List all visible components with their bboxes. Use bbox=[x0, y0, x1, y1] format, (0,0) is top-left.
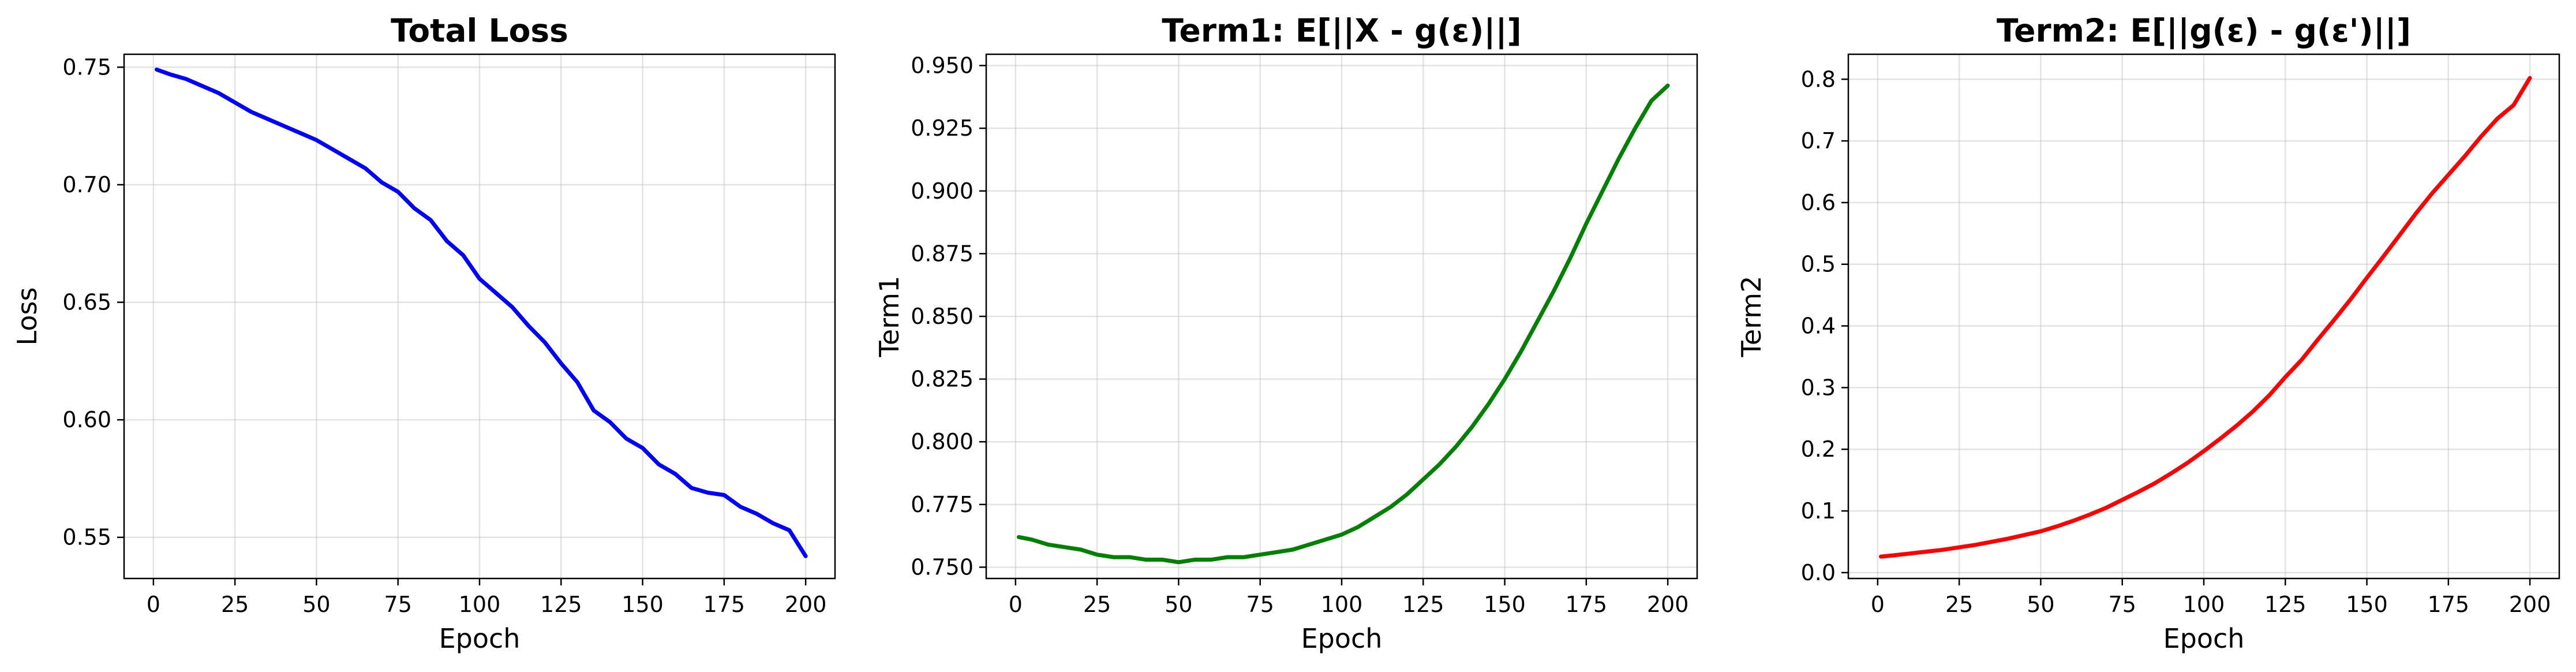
x-tick-label: 25 bbox=[1083, 592, 1111, 617]
series-line bbox=[1017, 83, 1670, 565]
y-tick-label: 0.775 bbox=[911, 492, 974, 517]
subplot-term1: 0 25 50 75 100 125 150 175 200 0.750 0.775 0.800 0.8… bbox=[874, 12, 1698, 654]
chart-title: Term1: E[||X - g(ε)||] bbox=[1162, 12, 1521, 50]
y-tick-label: 0.825 bbox=[911, 367, 974, 392]
x-tick-label: 200 bbox=[2509, 592, 2551, 617]
y-tick-label: 0.850 bbox=[911, 304, 974, 329]
y-tick-label: 0.6 bbox=[1801, 190, 1836, 215]
x-axis-label: Epoch bbox=[1301, 623, 1383, 654]
x-tick-label: 25 bbox=[221, 592, 249, 617]
x-axis-label: Epoch bbox=[2163, 623, 2245, 654]
x-tick-label: 75 bbox=[384, 592, 412, 617]
y-axis-label: Loss bbox=[12, 288, 43, 346]
x-tick-label: 25 bbox=[1945, 592, 1973, 617]
series-line bbox=[1879, 76, 2532, 559]
y-tick-label: 0.1 bbox=[1801, 498, 1836, 524]
x-tick-label: 50 bbox=[1165, 592, 1192, 617]
x-tick-label: 100 bbox=[459, 592, 501, 617]
axes-frame bbox=[985, 53, 1698, 580]
ticks: 0 25 50 75 100 125 150 175 200 0.55 0.60 0.65 0.70 0.… bbox=[62, 54, 826, 617]
axes-frame bbox=[1847, 53, 2560, 580]
y-tick-label: 0.60 bbox=[62, 407, 111, 432]
y-tick-label: 0.0 bbox=[1801, 560, 1836, 585]
y-tick-label: 0.65 bbox=[62, 290, 111, 315]
x-tick-label: 125 bbox=[540, 592, 582, 617]
subplot-total-loss: 0 25 50 75 100 125 150 175 200 0.55 0.60 0.65 0.70 0.… bbox=[12, 12, 836, 654]
y-tick-label: 0.2 bbox=[1801, 436, 1836, 462]
grid bbox=[986, 54, 1697, 578]
x-tick-label: 50 bbox=[2027, 592, 2054, 617]
x-tick-label: 125 bbox=[2264, 592, 2307, 617]
chart-title: Total Loss bbox=[391, 12, 568, 49]
ticks: 0 25 50 75 100 125 150 175 200 0.0 0.1 0.2 0.3 0.4 0.5… bbox=[1801, 66, 2551, 617]
x-tick-label: 0 bbox=[1009, 592, 1023, 617]
ticks: 0 25 50 75 100 125 150 175 200 0.750 0.775 0.800 0.8… bbox=[911, 53, 1688, 617]
y-tick-label: 0.950 bbox=[911, 53, 974, 79]
x-tick-label: 100 bbox=[1321, 592, 1363, 617]
y-tick-label: 0.925 bbox=[911, 115, 974, 141]
axes-frame bbox=[123, 53, 836, 580]
series-line bbox=[155, 68, 808, 558]
x-tick-label: 150 bbox=[2346, 592, 2388, 617]
y-tick-label: 0.750 bbox=[911, 554, 974, 580]
grid bbox=[1848, 54, 2559, 578]
x-axis-label: Epoch bbox=[439, 623, 521, 654]
y-tick-label: 0.900 bbox=[911, 178, 974, 204]
x-tick-label: 0 bbox=[1871, 592, 1885, 617]
y-tick-label: 0.75 bbox=[62, 54, 111, 80]
x-tick-label: 0 bbox=[147, 592, 160, 617]
x-tick-label: 175 bbox=[703, 592, 746, 617]
y-tick-label: 0.875 bbox=[911, 241, 974, 266]
x-tick-label: 175 bbox=[1566, 592, 1608, 617]
y-tick-label: 0.7 bbox=[1801, 128, 1836, 154]
chart-title: Term2: E[||g(ε) - g(ε')||] bbox=[1997, 12, 2411, 50]
x-tick-label: 150 bbox=[1484, 592, 1526, 617]
y-tick-label: 0.70 bbox=[62, 172, 111, 197]
x-tick-label: 50 bbox=[302, 592, 330, 617]
y-axis-label: Term1 bbox=[874, 276, 905, 358]
y-tick-label: 0.5 bbox=[1801, 252, 1836, 277]
x-tick-label: 75 bbox=[1246, 592, 1274, 617]
subplot-term2: 0 25 50 75 100 125 150 175 200 0.0 0.1 0.2 0.3 0.4 0.5… bbox=[1736, 12, 2560, 654]
x-tick-label: 200 bbox=[1647, 592, 1689, 617]
grid bbox=[124, 54, 835, 578]
y-tick-label: 0.800 bbox=[911, 429, 974, 454]
x-tick-label: 100 bbox=[2183, 592, 2225, 617]
y-axis-label: Term2 bbox=[1736, 276, 1767, 358]
y-tick-label: 0.55 bbox=[62, 525, 111, 550]
y-tick-label: 0.3 bbox=[1801, 375, 1836, 400]
x-tick-label: 200 bbox=[785, 592, 827, 617]
x-tick-label: 75 bbox=[2109, 592, 2136, 617]
x-tick-label: 125 bbox=[1402, 592, 1444, 617]
x-tick-label: 150 bbox=[621, 592, 664, 617]
x-tick-label: 175 bbox=[2428, 592, 2470, 617]
y-tick-label: 0.4 bbox=[1801, 313, 1836, 339]
y-tick-label: 0.8 bbox=[1801, 66, 1836, 92]
